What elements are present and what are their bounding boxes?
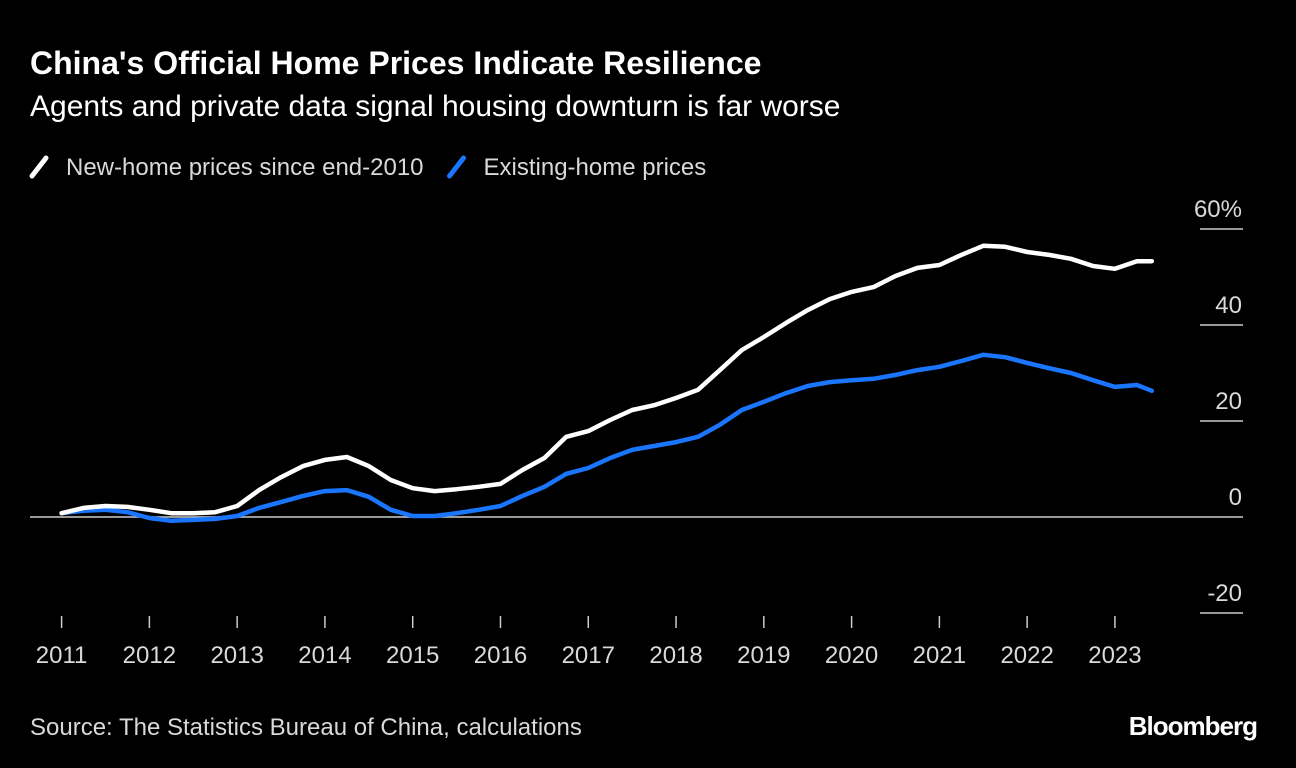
x-tick-label: 2013	[210, 642, 263, 669]
x-tick-label: 2022	[1000, 642, 1053, 669]
x-tick-label: 2019	[737, 642, 790, 669]
y-tick-label: 20	[1215, 388, 1242, 415]
legend-label: New-home prices since end-2010	[66, 154, 424, 181]
chart-title: China's Official Home Prices Indicate Re…	[30, 45, 761, 81]
series-line	[59, 352, 1155, 524]
legend-swatch	[29, 155, 49, 179]
y-tick-label: -20	[1207, 580, 1242, 607]
x-tick-label: 2021	[913, 642, 966, 669]
x-tick-label: 2018	[649, 642, 702, 669]
x-tick-label: 2023	[1088, 642, 1141, 669]
x-tick-label: 2015	[386, 642, 439, 669]
y-tick-label: 60%	[1194, 196, 1242, 223]
legend-label: Existing-home prices	[484, 154, 707, 181]
x-tick-label: 2014	[298, 642, 351, 669]
source: Source: The Statistics Bureau of China, …	[30, 714, 582, 741]
series-line	[59, 243, 1155, 516]
x-tick-label: 2020	[825, 642, 878, 669]
x-tick-label: 2012	[123, 642, 176, 669]
y-tick-label: 0	[1229, 484, 1242, 511]
x-tick-label: 2016	[474, 642, 527, 669]
x-tick-label: 2011	[36, 642, 88, 669]
chart-subtitle: Agents and private data signal housing d…	[30, 90, 840, 123]
brand: Bloomberg	[1129, 711, 1257, 741]
legend-swatch	[447, 155, 467, 179]
x-tick-label: 2017	[562, 642, 615, 669]
y-tick-label: 40	[1215, 292, 1242, 319]
